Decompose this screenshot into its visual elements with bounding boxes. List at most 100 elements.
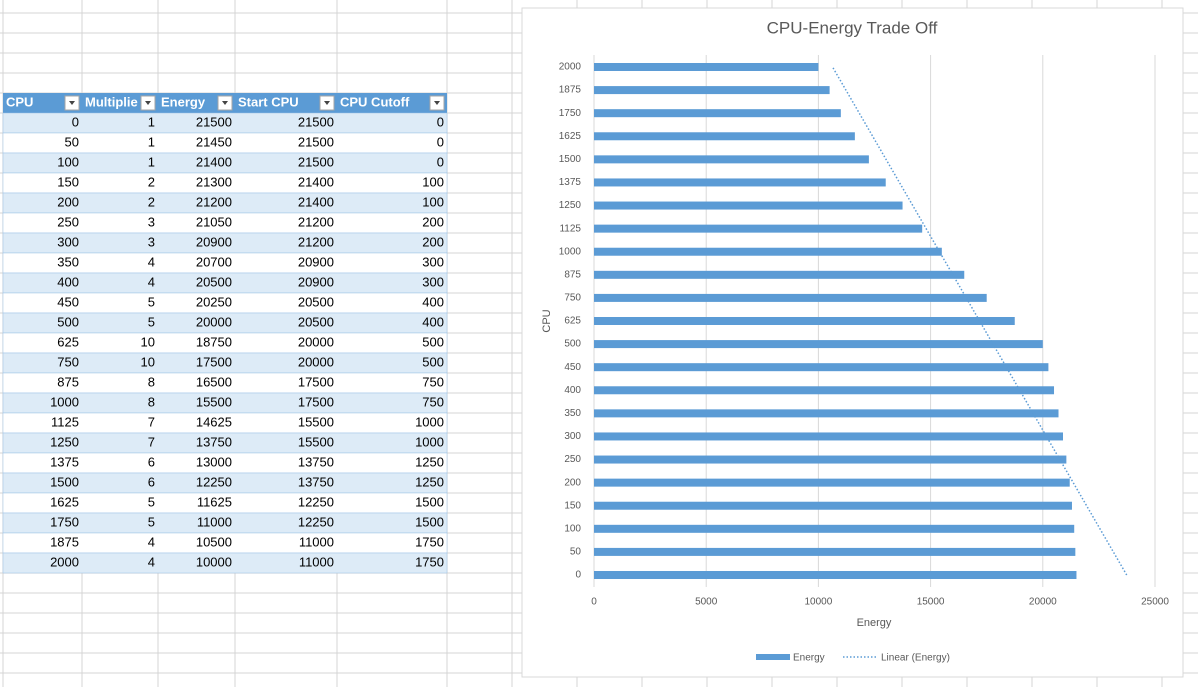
filter-button[interactable] [140,95,156,111]
y-tick-label: 1500 [559,154,582,165]
table-cell: 4 [148,254,155,269]
table-cell: 11000 [197,514,232,529]
table-cell: 15500 [298,414,334,429]
table-cell: 6 [148,454,155,469]
table-cell: 20500 [196,274,232,289]
table-cell: 20000 [298,354,334,369]
bar [594,109,841,118]
table-cell: 11000 [299,554,334,569]
table-cell: 20900 [298,254,334,269]
filter-arrow [222,101,228,105]
column-header: CPU Cutoff [340,94,410,109]
table-cell: 400 [57,274,79,289]
table-cell: 350 [57,254,79,269]
filter-button[interactable] [319,95,335,111]
y-tick-label: 1125 [559,223,581,234]
table-cell: 1875 [50,534,79,549]
bar [594,432,1063,441]
y-tick-label: 0 [575,570,581,581]
table-cell: 21400 [298,194,334,209]
table-cell: 750 [422,374,444,389]
table-cell: 20500 [298,314,334,329]
table-cell: 20700 [196,254,232,269]
y-tick-label: 1875 [559,85,582,96]
table-cell: 1750 [415,554,444,569]
filter-button[interactable] [217,95,233,111]
table-cell: 18750 [196,334,232,349]
bar [594,132,855,141]
table-cell: 4 [148,274,155,289]
y-tick-label: 200 [564,477,581,488]
table-cell: 21200 [196,194,232,209]
table-cell: 450 [57,294,79,309]
y-tick-label: 750 [564,293,581,304]
table-cell: 300 [422,274,444,289]
table-cell: 17500 [298,374,334,389]
x-tick-label: 20000 [1029,597,1057,608]
table-cell: 1000 [415,414,444,429]
bar [594,247,942,256]
table-cell: 11000 [299,534,334,549]
table-cell: 5 [148,294,155,309]
table-cell: 0 [437,154,444,169]
bar [594,178,886,187]
bar [594,340,1043,349]
x-tick-label: 0 [591,597,597,608]
table-cell: 1250 [415,454,444,469]
table-cell: 1125 [51,414,79,429]
y-tick-label: 1375 [559,177,582,188]
table-cell: 4 [148,534,155,549]
filter-button[interactable] [64,95,80,111]
table-cell: 500 [422,354,444,369]
table-cell: 1000 [50,394,79,409]
y-tick-label: 625 [564,316,581,327]
x-tick-label: 15000 [917,597,945,608]
table-cell: 5 [148,514,155,529]
table-cell: 7 [148,434,155,449]
table-cell: 400 [422,294,444,309]
y-tick-label: 1000 [559,246,582,257]
table-cell: 21050 [196,214,232,229]
bar [594,524,1075,533]
bar [594,270,965,279]
bar [594,317,1015,325]
filter-button[interactable] [429,95,445,111]
y-tick-label: 2000 [559,62,582,73]
table-cell: 400 [422,314,444,329]
table-cell: 15500 [196,394,232,409]
bar [594,201,903,210]
table-cell: 1750 [415,534,444,549]
table-cell: 0 [437,134,444,149]
table-cell: 12250 [298,494,334,509]
bar [594,386,1055,395]
table-cell: 17500 [196,354,232,369]
table-cell: 4 [148,554,155,569]
table-cell: 12250 [298,514,334,529]
table-cell: 1375 [50,454,79,469]
table-cell: 21500 [298,154,334,169]
table-row [2,552,448,574]
bar [594,363,1049,372]
table-cell: 1500 [415,494,444,509]
x-tick-label: 5000 [695,597,718,608]
filter-arrow [324,101,330,105]
x-tick-label: 10000 [804,597,832,608]
y-tick-label: 150 [564,500,581,511]
table-cell: 1 [148,114,155,129]
table-cell: 20250 [196,294,232,309]
y-axis-title: CPU [541,309,553,332]
bar [594,501,1072,510]
y-tick-label: 1250 [559,200,582,211]
table-cell: 300 [57,234,79,249]
table-cell: 500 [422,334,444,349]
column-header: CPU [6,94,33,109]
table-cell: 625 [57,334,79,349]
table-cell: 20000 [196,314,232,329]
table-cell: 750 [57,354,79,369]
chart-title: CPU-Energy Trade Off [767,18,938,37]
y-tick-label: 1750 [559,108,582,119]
table-cell: 15500 [298,434,334,449]
table-cell: 8 [148,374,155,389]
table-cell: 100 [422,194,444,209]
x-axis-title: Energy [857,617,892,629]
